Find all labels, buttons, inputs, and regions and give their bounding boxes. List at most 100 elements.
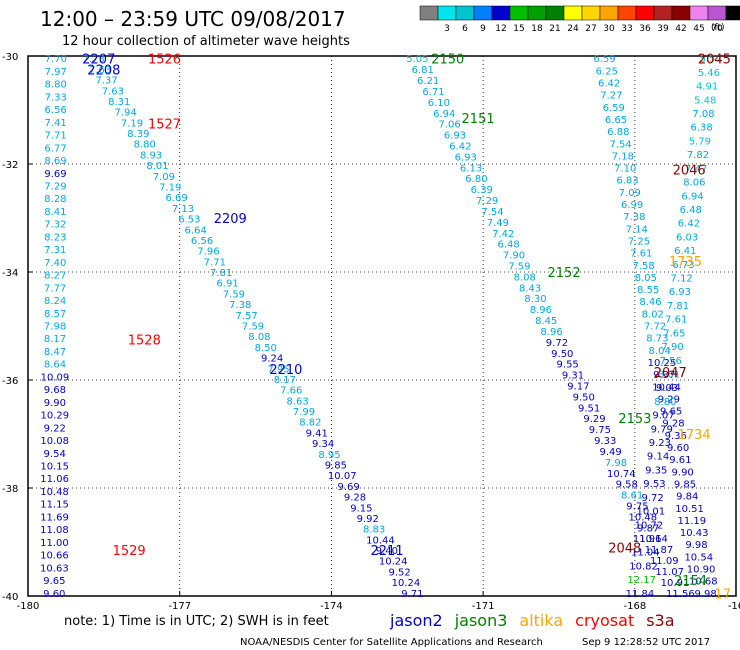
wave-height-point: 9.60 <box>43 589 65 600</box>
wave-height-point: 8.30 <box>524 294 546 305</box>
wave-height-point: 11.15 <box>40 500 69 511</box>
wave-height-point: 8.17 <box>44 334 66 345</box>
wave-height-point: 6.38 <box>691 123 713 134</box>
wave-height-point: 8.08 <box>248 332 270 343</box>
wave-height-point: 8.06 <box>683 178 705 189</box>
wave-height-point: 6.69 <box>165 193 187 204</box>
colorbar-tick-label: 6 <box>462 24 468 34</box>
colorbar-swatch <box>653 5 673 21</box>
wave-height-point: 11.87 <box>645 545 674 556</box>
wave-height-point: 7.06 <box>438 120 460 131</box>
wave-height-point: 10.68 <box>689 577 718 588</box>
wave-height-point: 8.43 <box>519 283 541 294</box>
wave-height-point: 7.70 <box>45 54 67 65</box>
wave-height-point: 10.01 <box>636 507 665 518</box>
wave-height-point: 6.83 <box>616 176 638 187</box>
pass-time-label: 1527 <box>148 118 181 133</box>
wave-height-point: 8.23 <box>44 232 66 243</box>
colorbar-swatch <box>419 5 439 21</box>
wave-height-point: 9.14 <box>647 452 669 463</box>
wave-height-point: 12.17 <box>627 575 656 586</box>
wave-height-point: 8.08 <box>514 272 536 283</box>
wave-height-point: 8.64 <box>44 360 66 371</box>
colorbar-swatch <box>563 5 583 21</box>
wave-height-point: 8.50 <box>255 343 277 354</box>
pass-time-label: 2210 <box>269 363 302 378</box>
wave-height-point: 6.65 <box>605 115 627 126</box>
wave-height-point: 9.75 <box>626 502 648 513</box>
wave-height-point: 7.27 <box>600 91 622 102</box>
colorbar-tick-label: 39 <box>657 24 669 34</box>
wave-height-point: 10.15 <box>40 462 69 473</box>
wave-height-point: 7.49 <box>487 218 509 229</box>
pass-time-label: 1528 <box>128 334 161 349</box>
colorbar-tick-label: 21 <box>549 24 560 34</box>
wave-height-point: 7.54 <box>609 139 631 150</box>
wave-height-point: 7.32 <box>44 220 66 231</box>
pass-time-label: 2045 <box>698 53 731 68</box>
footer-note: note: 1) Time is in UTC; 2) SWH is in fe… <box>64 614 329 629</box>
wave-height-point: 6.94 <box>433 109 455 120</box>
wave-height-point: 6.56 <box>191 236 213 247</box>
wave-height-point: 8.80 <box>654 397 676 408</box>
pass-time-label: 2152 <box>548 266 581 281</box>
wave-height-point: 7.31 <box>44 245 66 256</box>
x-tick-label: -174 <box>320 601 343 612</box>
wave-height-point: 7.73 <box>83 54 105 65</box>
colorbar-swatch <box>581 5 601 21</box>
wave-height-point: 7.81 <box>210 268 232 279</box>
wave-height-point: 6.41 <box>674 246 696 257</box>
wave-height-point: 7.65 <box>663 328 685 339</box>
colorbar-swatch <box>437 5 457 21</box>
wave-height-point: 8.80 <box>45 80 67 91</box>
colorbar-swatch <box>689 5 709 21</box>
wave-height-point: 9.69 <box>337 482 359 493</box>
y-tick-label: -32 <box>2 160 18 171</box>
wave-height-point: 9.34 <box>312 439 334 450</box>
wave-height-point: 9.22 <box>44 423 66 434</box>
wave-height-point: 6.39 <box>471 185 493 196</box>
wave-height-point: 9.72 <box>546 338 568 349</box>
wave-height-point: 7.14 <box>626 224 648 235</box>
wave-height-point: 9.24 <box>261 354 283 365</box>
wave-height-point: 6.59 <box>593 54 615 65</box>
wave-height-point: 7.71 <box>204 257 226 268</box>
y-tick-label: -40 <box>2 592 18 603</box>
wave-height-point: 11.56 <box>666 589 695 600</box>
pass-time-label: 1526 <box>148 53 181 68</box>
wave-height-point: 7.59 <box>223 289 245 300</box>
wave-height-point: 10.09 <box>41 372 70 383</box>
wave-height-point: 9.50 <box>551 349 573 360</box>
wave-height-point: 7.59 <box>508 261 530 272</box>
colorbar-swatch <box>473 5 493 21</box>
wave-height-point: 8.01 <box>146 161 168 172</box>
wave-height-point: 7.99 <box>293 407 315 418</box>
wave-height-point: 7.38 <box>229 300 251 311</box>
colorbar-tick-label: 9 <box>480 24 486 34</box>
wave-height-point: 6.99 <box>621 200 643 211</box>
chart-title: 12:00 – 23:59 UTC 09/08/2017 <box>40 7 346 31</box>
wave-height-point: 7.81 <box>667 301 689 312</box>
wave-height-point: 10.24 <box>392 578 421 589</box>
wave-height-point: 4.91 <box>696 82 718 93</box>
wave-height-point: 7.29 <box>44 181 66 192</box>
satellite-legend: jason2 jason3 altika cryosat s3a <box>389 611 675 630</box>
wave-height-point: 10.90 <box>687 565 716 576</box>
wave-height-point: 8.45 <box>535 316 557 327</box>
wave-height-point: 6.42 <box>598 79 620 90</box>
wave-height-point: 9.28 <box>344 493 366 504</box>
wave-height-point: 9.51 <box>578 403 600 414</box>
wave-height-point: 7.66 <box>280 386 302 397</box>
wave-height-point: 7.90 <box>661 342 683 353</box>
wave-height-point: 8.05 <box>635 273 657 284</box>
wave-height-point: 9.84 <box>676 492 698 503</box>
wave-height-values: 7.707.978.807.336.567.417.716.778.699.69… <box>40 54 722 600</box>
wave-height-point: 9.55 <box>557 360 579 371</box>
wave-height-point: 9.53 <box>643 479 665 490</box>
wave-height-point: 5.05 <box>406 54 428 65</box>
wave-height-point: 5.46 <box>698 68 720 79</box>
y-axis-ticks: -30 -32 -34 -36 -38 -40 <box>2 52 33 603</box>
wave-height-point: 9.31 <box>562 371 584 382</box>
chart-subtitle: 12 hour collection of altimeter wave hei… <box>62 34 350 49</box>
wave-height-point: 10.66 <box>40 551 69 562</box>
